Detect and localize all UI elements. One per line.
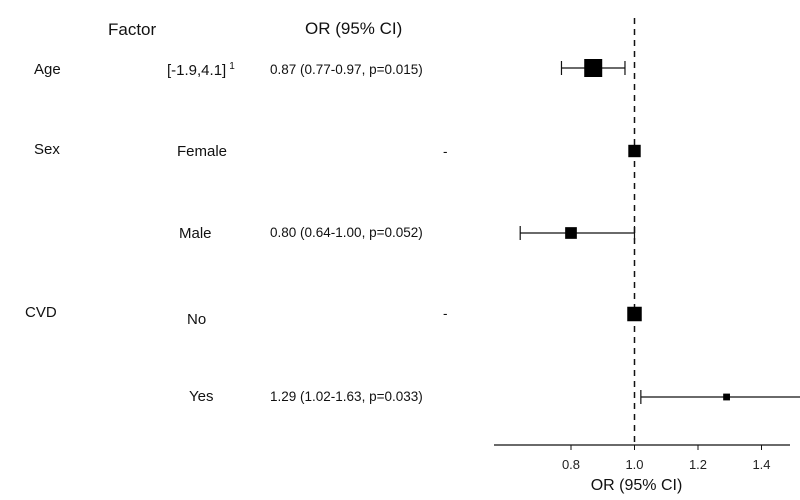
level-label-yes: Yes <box>189 388 214 405</box>
level-superscript: 1 <box>229 61 235 72</box>
point-estimate <box>723 393 730 401</box>
or-ci-text-female: - <box>443 144 448 159</box>
factor-label-cvd: CVD <box>25 304 57 321</box>
factor-label-age: Age <box>34 61 61 78</box>
forest-row-mark <box>560 59 626 77</box>
level-label-female: Female <box>177 143 228 160</box>
or-ci-header: OR (95% CI) <box>305 19 403 38</box>
x-tick-label: 1.2 <box>689 457 707 472</box>
point-estimate <box>584 59 603 77</box>
point-estimate <box>628 144 641 158</box>
forest-row-mark <box>628 144 641 158</box>
x-axis-title: OR (95% CI) <box>591 477 683 494</box>
or-ci-text-age: 0.87 (0.77-0.97, p=0.015) <box>270 62 423 77</box>
point-estimate <box>627 306 642 322</box>
factor-header: Factor <box>108 20 157 39</box>
level-text: [-1.9,4.1] <box>167 62 227 79</box>
or-ci-text-no: - <box>443 306 448 321</box>
forest-row-mark <box>519 226 636 240</box>
x-axis-ticks: 0.81.01.21.41.6 <box>562 445 771 472</box>
data-marks <box>519 59 800 404</box>
forest-row-mark <box>640 390 800 404</box>
x-tick-label: 1.4 <box>752 457 770 472</box>
level-label-male: Male <box>179 225 212 242</box>
level-label-no: No <box>187 311 207 328</box>
point-estimate <box>565 227 577 239</box>
level-label-age-range: [-1.9,4.1] 1 <box>167 61 235 79</box>
or-ci-text-male: 0.80 (0.64-1.00, p=0.052) <box>270 225 423 240</box>
or-ci-text-yes: 1.29 (1.02-1.63, p=0.033) <box>270 389 423 404</box>
factor-label-sex: Sex <box>34 141 60 158</box>
x-tick-label: 1.0 <box>625 457 643 472</box>
x-tick-label: 0.8 <box>562 457 580 472</box>
forest-row-mark <box>627 306 642 322</box>
